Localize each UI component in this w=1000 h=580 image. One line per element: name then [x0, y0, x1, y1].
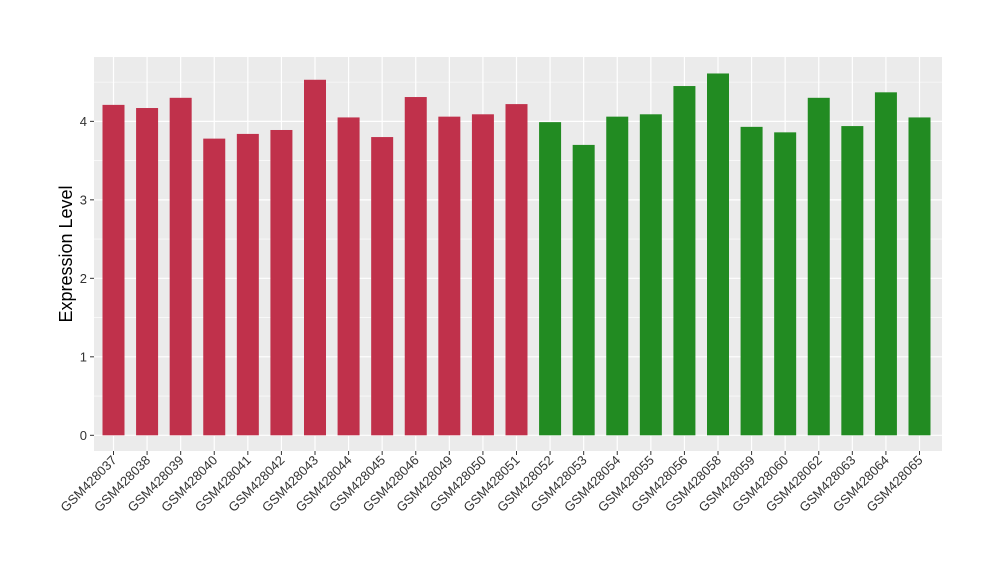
bar-GSM428038 [136, 108, 159, 436]
y-tick-label: 4 [80, 114, 87, 129]
bar-GSM428054 [606, 116, 629, 436]
bar-GSM428053 [572, 144, 595, 436]
bar-GSM428056 [673, 86, 696, 436]
bar-GSM428043 [304, 79, 326, 436]
y-tick-label: 1 [80, 349, 87, 364]
bar-GSM428044 [337, 117, 360, 436]
bars [102, 73, 931, 436]
bar-GSM428055 [639, 114, 662, 436]
bar-GSM428049 [438, 116, 461, 436]
bar-GSM428058 [707, 73, 729, 436]
bar-GSM428062 [807, 97, 830, 436]
bar-GSM428064 [874, 92, 897, 436]
bar-GSM428051 [505, 104, 528, 436]
y-tick-label: 2 [80, 271, 87, 286]
y-tick-label: 3 [80, 192, 87, 207]
bar-GSM428042 [270, 129, 293, 436]
bar-GSM428052 [539, 122, 562, 436]
bar-GSM428045 [371, 137, 394, 436]
y-tick-label: 0 [80, 428, 87, 443]
bar-GSM428063 [841, 126, 864, 436]
x-axis-ticks: GSM428037GSM428038GSM428039GSM428040GSM4… [57, 451, 926, 515]
bar-GSM428041 [236, 133, 259, 436]
bar-GSM428039 [169, 97, 192, 436]
bar-GSM428060 [774, 132, 797, 436]
bar-GSM428050 [471, 114, 494, 436]
bar-GSM428065 [908, 117, 931, 436]
bar-GSM428046 [404, 97, 427, 436]
y-axis-ticks: 0 1 2 3 4 [80, 114, 94, 443]
bar-GSM428040 [203, 138, 226, 436]
bar-GSM428059 [740, 126, 763, 436]
bar-GSM428037 [102, 104, 125, 436]
y-axis-title: Expression Level [56, 185, 76, 322]
